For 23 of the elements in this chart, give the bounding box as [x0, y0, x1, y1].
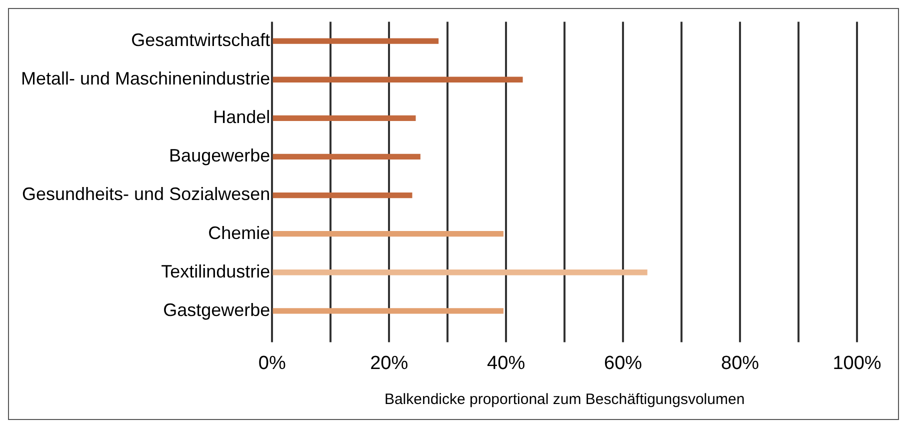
x-tick-label: 100%	[832, 352, 882, 374]
bar	[272, 115, 416, 122]
y-tick-label: Chemie	[208, 222, 270, 243]
x-tick-label: 20%	[370, 352, 408, 374]
y-tick-label: Metall- und Maschinenindustrie	[20, 68, 270, 89]
y-tick-label: Handel	[213, 107, 270, 128]
y-tick-label: Gesamtwirtschaft	[131, 30, 270, 50]
x-tick-label: 80%	[721, 352, 760, 374]
bar	[272, 270, 648, 276]
x-axis-title: Balkendicke proportional zum Beschäftigungsvolumen	[384, 391, 745, 408]
y-tick-label: Baugewerbe	[169, 146, 270, 166]
bar	[272, 192, 412, 198]
y-tick-label: Textilindustrie	[161, 261, 270, 282]
bar	[272, 76, 523, 82]
bar	[272, 38, 439, 44]
y-tick-label: Gastgewerbe	[163, 300, 270, 320]
y-tick-label: Gesundheits- und Sozialwesen	[22, 184, 270, 204]
bar	[272, 308, 504, 314]
x-tick-label: 0%	[258, 352, 286, 374]
bar	[272, 230, 504, 237]
x-tick-label: 40%	[487, 352, 526, 374]
bar	[272, 154, 420, 160]
x-tick-label: 60%	[604, 352, 642, 374]
